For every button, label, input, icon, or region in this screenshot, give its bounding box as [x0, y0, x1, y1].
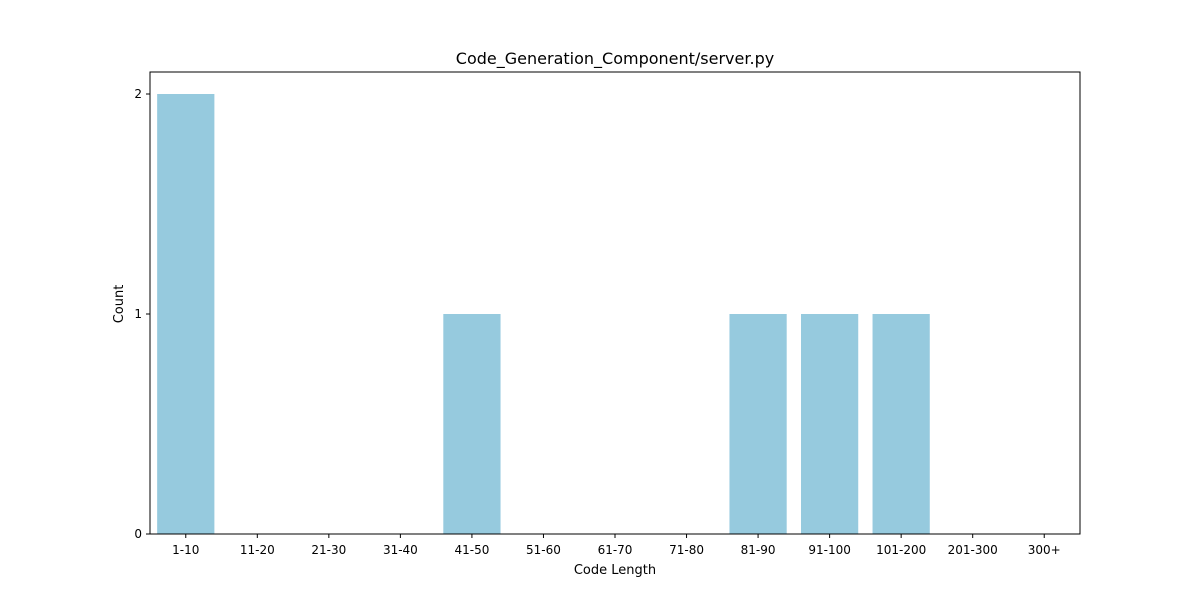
y-axis-label: Count — [112, 285, 127, 324]
x-tick-label: 201-300 — [948, 543, 998, 557]
x-tick-label: 41-50 — [454, 543, 489, 557]
x-tick-label: 101-200 — [876, 543, 926, 557]
x-tick-label: 81-90 — [741, 543, 776, 557]
x-tick-label: 21-30 — [311, 543, 346, 557]
y-tick-label: 0 — [134, 527, 142, 541]
y-axis: 0 1 2 — [134, 87, 150, 541]
x-tick-label: 61-70 — [598, 543, 633, 557]
x-tick-label: 31-40 — [383, 543, 418, 557]
x-axis: 1-10 11-20 21-30 31-40 41-50 51-60 61-70 71-80 8… — [172, 534, 1061, 557]
chart-title: Code_Generation_Component/server.py — [456, 49, 774, 69]
bar-91-100 — [801, 314, 859, 534]
x-tick-label: 71-80 — [669, 543, 704, 557]
x-tick-label: 91-100 — [808, 543, 851, 557]
bars-group — [157, 94, 930, 534]
bar-101-200 — [872, 314, 930, 534]
y-tick-label: 2 — [134, 87, 142, 101]
x-axis-label: Code Length — [574, 563, 656, 578]
axes-frame — [149, 71, 1081, 535]
x-tick-label: 300+ — [1028, 543, 1061, 557]
x-tick-label: 11-20 — [240, 543, 275, 557]
bar-81-90 — [729, 314, 787, 534]
bar-1-10 — [157, 94, 215, 534]
y-tick-label: 1 — [134, 307, 142, 321]
bar-41-50 — [443, 314, 501, 534]
x-tick-label: 1-10 — [172, 543, 199, 557]
x-tick-label: 51-60 — [526, 543, 561, 557]
